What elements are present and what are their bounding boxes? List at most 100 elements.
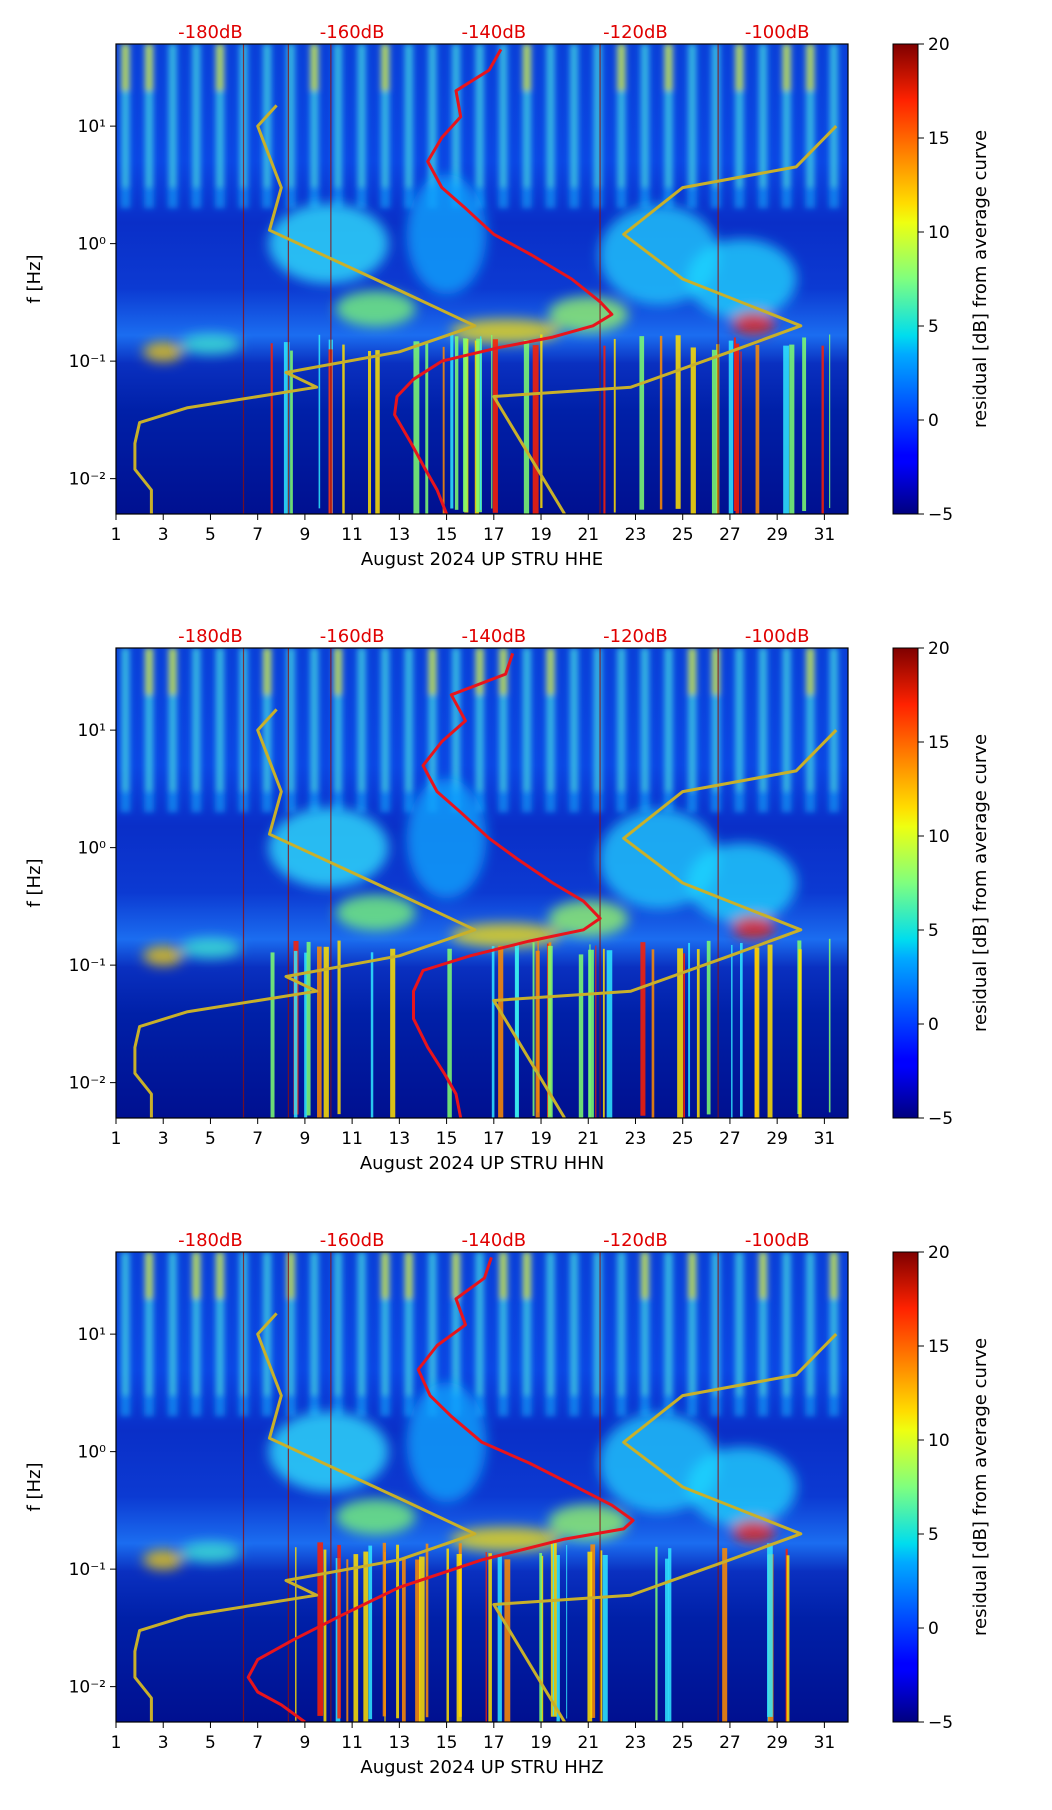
x-tick-label: 25	[672, 1733, 694, 1753]
daily-streak-core	[830, 1252, 837, 1396]
daily-streak-core	[571, 44, 578, 188]
x-tick-label: 17	[483, 525, 505, 545]
microseism-blob	[268, 203, 389, 284]
lf-stripe	[675, 335, 681, 509]
lf-stripe	[425, 1543, 429, 1718]
daily-streak-core	[618, 1252, 625, 1396]
x-tick-label: 17	[483, 1733, 505, 1753]
daily-streak-core	[287, 1252, 294, 1396]
daily-streak-core	[523, 44, 530, 188]
daily-streak-top	[735, 44, 744, 91]
daily-streak-core	[146, 44, 153, 188]
x-tick-label: 5	[205, 1733, 216, 1753]
colorbar-tick-label: −5	[928, 1109, 953, 1129]
colorbar-tick-label: 10	[928, 827, 950, 847]
daily-streak-top	[215, 44, 224, 91]
curve-noise-model-high	[492, 729, 838, 1118]
y-tick-label: 10⁰	[78, 1443, 107, 1463]
lf-stripe	[588, 949, 594, 1118]
daily-streak-core	[216, 44, 223, 188]
lf-stripe	[306, 941, 311, 1116]
db-label: -100dB	[745, 1230, 810, 1251]
daily-streak-core	[830, 648, 837, 792]
plot-area	[116, 44, 848, 514]
lf-stripe	[683, 953, 686, 1118]
colorbar-tick-label: −5	[928, 1713, 953, 1733]
x-tick-label: 3	[158, 1733, 169, 1753]
colorbar-tick-label: 5	[928, 317, 939, 337]
x-tick-label: 7	[252, 1129, 263, 1149]
daily-streak-top	[263, 648, 272, 695]
daily-streak-top	[711, 648, 720, 695]
lf-stripe	[711, 349, 717, 514]
lf-stripe	[368, 1545, 373, 1720]
daily-streak-top	[522, 1252, 531, 1299]
x-tick-label: 31	[814, 525, 836, 545]
microseism-blob	[406, 174, 487, 295]
db-label: -160dB	[320, 22, 385, 43]
db-label: -140dB	[461, 1230, 526, 1251]
lf-stripe	[442, 346, 445, 514]
plot-frame	[115, 1251, 849, 1723]
daily-streak-core	[193, 44, 200, 188]
x-tick-label: 1	[111, 1129, 122, 1149]
daily-streak-core	[405, 1252, 412, 1396]
colorbar-tick-label: 20	[928, 35, 950, 55]
daily-streak-top	[664, 44, 673, 91]
daily-streak-top	[428, 648, 437, 695]
x-tick-label: 13	[389, 1129, 411, 1149]
daily-streak-core	[736, 648, 743, 792]
lf-stripe	[590, 1544, 596, 1718]
daily-streak-core	[523, 648, 530, 792]
hf-streaks	[120, 44, 839, 209]
curve-mean-PSD	[393, 48, 614, 514]
x-axis-label: August 2024 UP STRU HHZ	[360, 1757, 603, 1778]
lf-stripe	[491, 946, 495, 1118]
microseism-blob	[180, 333, 241, 354]
lf-stripe	[323, 1549, 327, 1722]
x-tick-label: 15	[436, 525, 458, 545]
daily-streak-core	[500, 44, 507, 188]
lf-stripe	[304, 952, 308, 1118]
x-axis-label: August 2024 UP STRU HHE	[361, 549, 603, 570]
lf-stripe	[283, 342, 290, 514]
daily-streak-core	[641, 1252, 648, 1396]
lf-stripe	[363, 1551, 369, 1722]
lf-stripe	[514, 944, 519, 1118]
colorbar-label: residual [dB] from average curve	[970, 1338, 991, 1636]
lf-stripe	[353, 1554, 359, 1722]
lf-stripe	[270, 343, 273, 514]
lf-stripe	[337, 1544, 341, 1719]
lf-stripe	[540, 334, 543, 509]
daily-streak-top	[145, 1252, 154, 1299]
y-tick-label: 10⁻¹	[69, 352, 106, 372]
microseism-blob	[450, 319, 561, 344]
daily-streak-core	[830, 44, 837, 188]
db-label: -120dB	[603, 1230, 668, 1251]
db-label: -160dB	[320, 1230, 385, 1251]
daily-streak-core	[476, 44, 483, 188]
lf-stripes	[270, 938, 831, 1118]
daily-streak-core	[807, 44, 814, 188]
daily-streak-top	[310, 44, 319, 91]
colorbar-tick-label: 15	[928, 1337, 950, 1357]
lf-stripe	[783, 345, 789, 514]
daily-streak-core	[453, 1252, 460, 1396]
daily-streak-core	[759, 44, 766, 188]
db-label: -140dB	[461, 626, 526, 647]
daily-streak-top	[168, 648, 177, 695]
colorbar-label: residual [dB] from average curve	[970, 130, 991, 428]
lf-stripe	[446, 1548, 449, 1722]
lf-stripe	[688, 942, 691, 1117]
lf-stripe	[480, 336, 482, 510]
daily-streak-core	[712, 1252, 719, 1396]
lf-stripe	[450, 334, 454, 509]
microseism-blob	[143, 945, 184, 966]
lf-stripe	[382, 1542, 386, 1717]
daily-streak-core	[193, 1252, 200, 1396]
daily-streak-core	[334, 648, 341, 792]
daily-streak-core	[382, 648, 389, 792]
daily-streak-core	[618, 648, 625, 792]
lf-stripe	[539, 1553, 543, 1722]
